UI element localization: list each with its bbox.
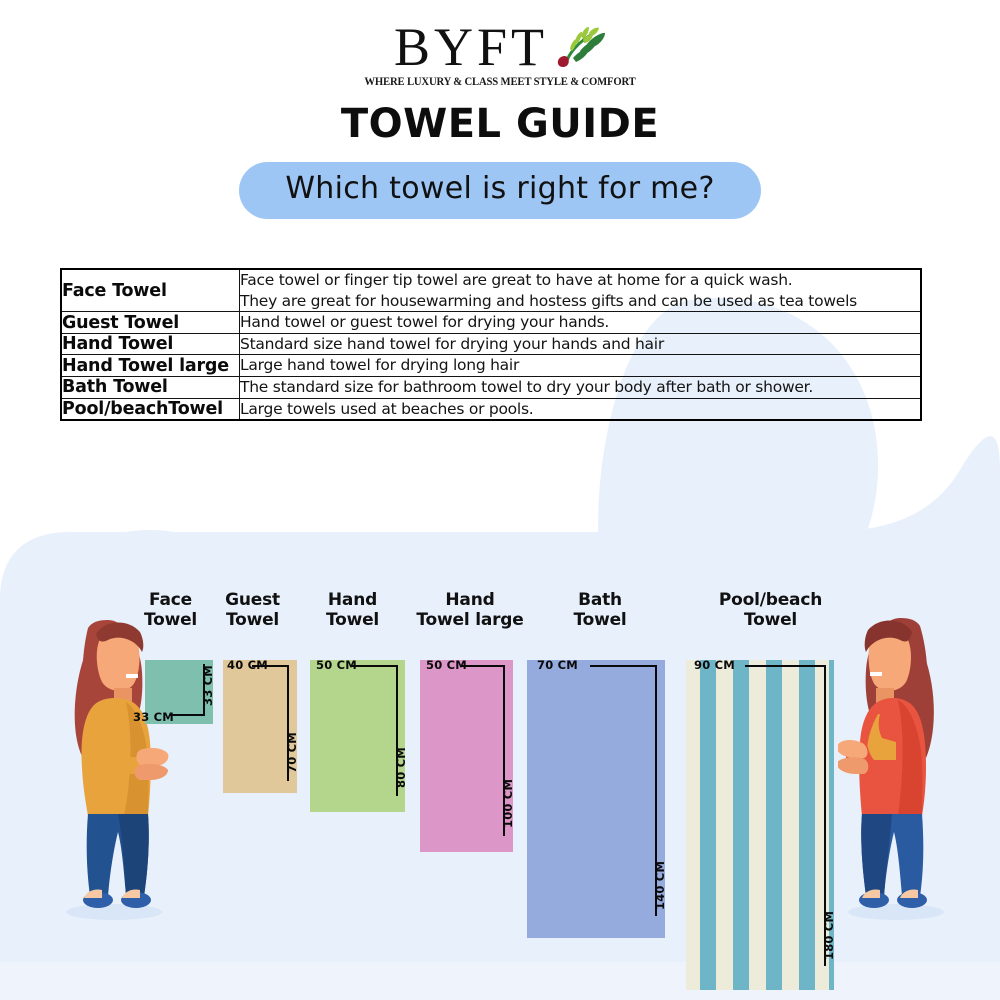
pool-height-line <box>824 666 826 966</box>
label-line-1: Hand <box>327 590 378 610</box>
table-row: Face Towel Face towel or finger tip towe… <box>60 268 922 313</box>
towel-name-cell: Face Towel <box>60 268 240 313</box>
towel-label-bath: Bath Towel <box>545 590 655 631</box>
towel-desc-cell: Hand towel or guest towel for drying you… <box>239 311 922 334</box>
brand-tagline: WHERE LUXURY & CLASS MEET STYLE & COMFOR… <box>364 76 636 88</box>
desc-line-2: They are great for housewarming and host… <box>240 291 857 310</box>
pool-width-label: 90 CM <box>694 658 735 672</box>
pool-height-label: 180 CM <box>822 910 836 960</box>
table-row: Bath Towel The standard size for bathroo… <box>60 376 922 399</box>
table-row: Hand Towel large Large hand towel for dr… <box>60 354 922 378</box>
towel-swatch-bath <box>527 660 665 938</box>
woman-left-illustration <box>52 590 172 925</box>
hand-width-line <box>350 665 398 667</box>
towel-desc-cell: Face towel or finger tip towel are great… <box>239 268 922 313</box>
towel-name-cell: Hand Towel large <box>60 354 240 378</box>
towel-name-cell: Hand Towel <box>60 332 240 356</box>
towel-desc-cell: Large hand towel for drying long hair <box>239 354 922 378</box>
pool-width-line <box>745 665 826 667</box>
towel-label-hand: Hand Towel <box>300 590 405 631</box>
pool-towel-stripes <box>686 660 834 990</box>
label-line-1: Guest <box>225 590 280 610</box>
desc-line-1: Hand towel or guest towel for drying you… <box>240 313 610 332</box>
question-banner-wrap: Which towel is right for me? <box>0 162 1000 219</box>
table-row: Guest Towel Hand towel or guest towel fo… <box>60 311 922 334</box>
label-line-1: Hand <box>445 590 495 610</box>
desc-line-1: Large hand towel for drying long hair <box>240 356 520 375</box>
label-line-2: Towel <box>573 610 627 631</box>
question-banner: Which towel is right for me? <box>239 162 761 219</box>
hand-large-height-line <box>503 666 505 836</box>
towel-label-hand-large: Hand Towel large <box>395 590 545 631</box>
wheat-leaf-icon <box>554 24 606 75</box>
page-title: TOWEL GUIDE <box>340 101 660 147</box>
towel-size-diagram: Face Towel Guest Towel Hand Towel Hand T… <box>0 530 1000 1000</box>
towel-name-cell: Pool/beachTowel <box>60 397 240 421</box>
label-line-1: Pool/beach <box>718 590 823 610</box>
hand-width-label: 50 CM <box>316 658 357 672</box>
towel-desc-cell: Standard size hand towel for drying your… <box>239 332 922 356</box>
label-line-2: Towel <box>743 610 798 631</box>
towel-label-guest: Guest Towel <box>200 590 305 631</box>
guest-width-line <box>252 665 289 667</box>
desc-line-1: Face towel or finger tip towel are great… <box>240 271 793 289</box>
brand-name: BYFT <box>393 17 549 77</box>
desc-line-1: Large towels used at beaches or pools. <box>240 399 534 418</box>
towel-label-pool: Pool/beach Towel <box>698 590 843 631</box>
brand-logo: BYFT <box>0 0 1000 75</box>
label-line-2: Towel large <box>416 610 524 631</box>
desc-line-1: The standard size for bathroom towel to … <box>240 378 814 397</box>
face-height-label: 33 CM <box>201 665 215 706</box>
guest-height-line <box>287 666 289 781</box>
label-line-2: Towel <box>143 610 198 631</box>
towel-swatch-face <box>145 660 213 724</box>
label-line-2: Towel <box>225 610 280 631</box>
table-row: Hand Towel Standard size hand towel for … <box>60 332 922 356</box>
hand-large-height-label: 100 CM <box>501 778 515 828</box>
hand-height-label: 80 CM <box>394 747 408 788</box>
label-line-1: Face <box>149 590 192 610</box>
hand-height-line <box>396 666 398 796</box>
label-line-1: Bath <box>578 590 622 610</box>
towel-description-table: Face Towel Face towel or finger tip towe… <box>60 268 922 422</box>
guest-width-label: 40 CM <box>227 658 268 672</box>
face-width-line <box>170 714 205 716</box>
bath-height-line <box>655 666 657 916</box>
towel-desc-cell: The standard size for bathroom towel to … <box>239 376 922 399</box>
guest-height-label: 70 CM <box>285 732 299 773</box>
face-height-line <box>203 664 205 716</box>
face-width-label: 33 CM <box>133 710 174 724</box>
hand-large-width-label: 50 CM <box>426 658 467 672</box>
towel-swatch-hand <box>310 660 405 812</box>
table-row: Pool/beachTowel Large towels used at bea… <box>60 397 922 421</box>
towel-name-cell: Bath Towel <box>60 376 240 399</box>
bath-height-label: 140 CM <box>653 860 667 910</box>
towel-desc-cell: Large towels used at beaches or pools. <box>239 397 922 421</box>
bath-width-line <box>590 665 657 667</box>
bath-width-label: 70 CM <box>537 658 578 672</box>
label-line-2: Towel <box>325 610 380 631</box>
desc-line-1: Standard size hand towel for drying your… <box>240 334 664 353</box>
page-header: BYFT <box>0 0 1000 219</box>
towel-swatch-guest <box>223 660 297 793</box>
towel-name-cell: Guest Towel <box>60 311 240 334</box>
towel-swatch-pool <box>686 660 834 990</box>
hand-large-width-line <box>460 665 505 667</box>
towel-label-face: Face Towel <box>118 590 223 631</box>
towel-swatch-hand-large <box>420 660 513 852</box>
woman-right-illustration <box>836 590 958 925</box>
